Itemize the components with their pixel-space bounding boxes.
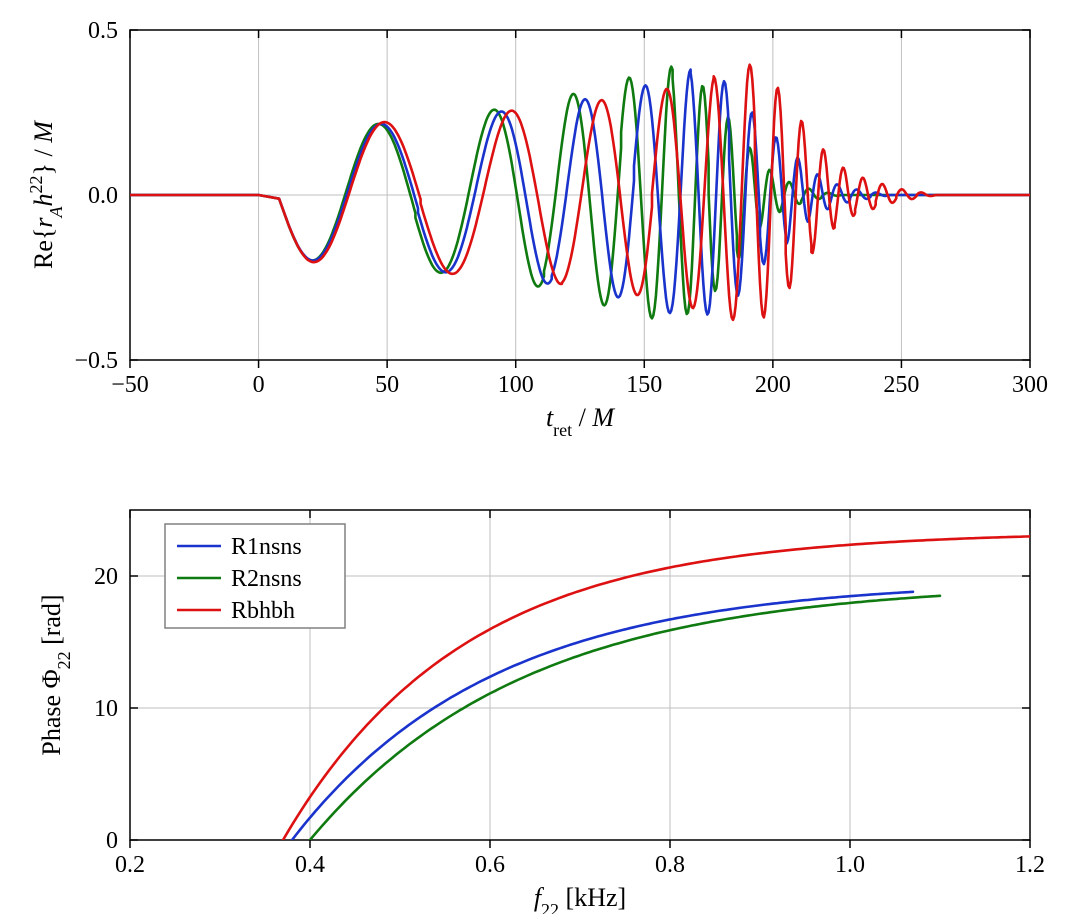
xtick-label: 0.4 <box>295 852 325 878</box>
waveform-blue <box>130 70 1030 315</box>
bottom-ylabel: Phase Φ22 [rad] <box>37 594 74 755</box>
waveform-green <box>130 67 1027 319</box>
ytick-label: −0.5 <box>74 348 118 374</box>
ytick-label: 0 <box>106 828 118 854</box>
figure-svg: −50050100150200250300−0.50.00.5tret / MR… <box>0 0 1080 914</box>
legend-label-red: Rbhbh <box>231 598 295 624</box>
top-xlabel: tret / M <box>546 403 615 440</box>
legend-label-blue: R1nsns <box>231 534 302 560</box>
top-ylabel: Re{rAh22} / M <box>26 120 66 269</box>
waveform-red <box>130 65 1030 320</box>
xtick-label: 0.6 <box>475 852 505 878</box>
xtick-label: 150 <box>626 372 662 398</box>
xtick-label: 200 <box>755 372 791 398</box>
xtick-label: 100 <box>498 372 534 398</box>
xtick-label: 300 <box>1012 372 1048 398</box>
ytick-label: 10 <box>94 696 118 722</box>
phase-curve-blue <box>292 592 913 840</box>
ytick-label: 20 <box>94 564 118 590</box>
ytick-label: 0.5 <box>88 18 118 44</box>
xtick-label: 50 <box>375 372 399 398</box>
legend-label-green: R2nsns <box>231 566 302 592</box>
ytick-label: 0.0 <box>88 183 118 209</box>
bottom-xlabel: f22 [kHz] <box>534 883 626 914</box>
xtick-label: 0.8 <box>655 852 685 878</box>
xtick-label: −50 <box>111 372 149 398</box>
xtick-label: 250 <box>883 372 919 398</box>
figure-container: −50050100150200250300−0.50.00.5tret / MR… <box>0 0 1080 914</box>
xtick-label: 1.2 <box>1015 852 1045 878</box>
xtick-label: 0 <box>253 372 265 398</box>
phase-curve-green <box>310 596 940 840</box>
phase-curve-red <box>283 536 1030 840</box>
xtick-label: 1.0 <box>835 852 865 878</box>
xtick-label: 0.2 <box>115 852 145 878</box>
